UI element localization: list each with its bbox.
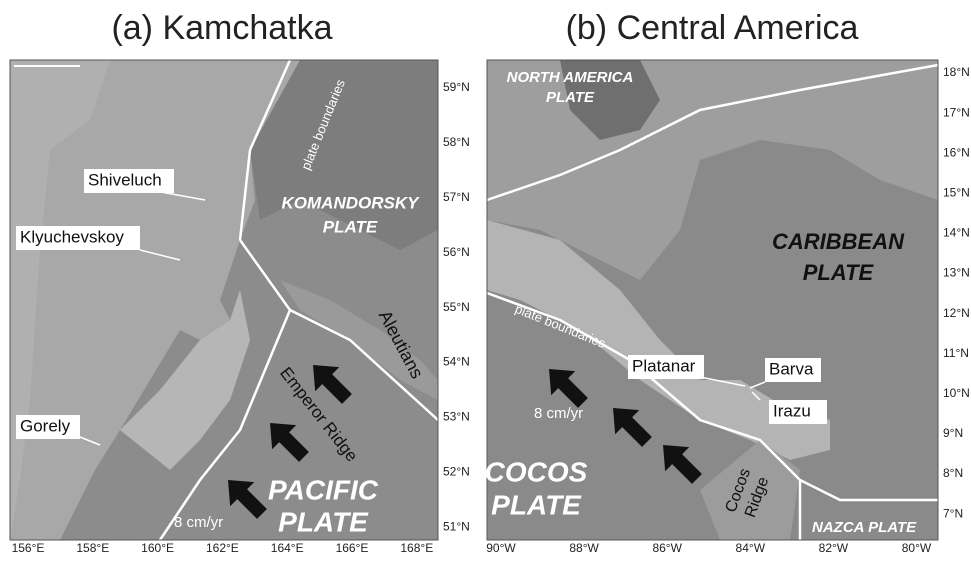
lon-label: 82°W (819, 541, 849, 555)
lat-label: 8°N (943, 466, 963, 480)
volcano-label: Klyuchevskoy (20, 227, 124, 246)
lat-label: 54°N (443, 355, 470, 369)
plate-label: PACIFIC (268, 474, 379, 505)
lat-label: 13°N (943, 266, 970, 280)
lat-label: 11°N (943, 346, 969, 360)
volcano-label: Barva (769, 359, 814, 378)
lat-label: 51°N (443, 519, 470, 533)
panel-title: (a) Kamchatka (111, 9, 332, 47)
lon-label: 158°E (76, 541, 109, 555)
lon-label: 166°E (336, 541, 369, 555)
lat-label: 16°N (943, 145, 970, 159)
map-a (10, 60, 438, 540)
lon-label: 156°E (12, 541, 45, 555)
lat-label: 56°N (443, 245, 470, 259)
lat-label: 10°N (943, 386, 970, 400)
volcano-label: Irazu (773, 401, 811, 420)
plate-label: COCOS (485, 456, 588, 487)
volcano-label: Platanar (632, 356, 696, 375)
volcano-label: Gorely (20, 416, 71, 435)
lat-label: 17°N (943, 105, 970, 119)
lon-label: 168°E (400, 541, 433, 555)
lon-label: 80°W (902, 541, 932, 555)
plate-label: CARIBBEAN (772, 229, 905, 254)
lat-label: 57°N (443, 190, 470, 204)
lon-label: 84°W (736, 541, 766, 555)
lon-label: 164°E (271, 541, 304, 555)
volcano-label: Shiveluch (88, 170, 162, 189)
lat-label: 53°N (443, 410, 470, 424)
lat-label: 14°N (943, 226, 970, 240)
lon-label: 88°W (569, 541, 599, 555)
plate-label: NORTH AMERICA (507, 69, 634, 86)
lat-label: 7°N (943, 506, 963, 520)
panel-title: (b) Central America (566, 9, 859, 47)
lat-label: 52°N (443, 464, 470, 478)
rate-label: 8 cm/yr (174, 514, 223, 531)
lat-label: 9°N (943, 426, 963, 440)
plate-label: PLATE (803, 260, 875, 285)
rate-label: 8 cm/yr (534, 405, 583, 422)
plate-label: PLATE (323, 217, 378, 236)
lon-label: 162°E (206, 541, 239, 555)
lat-label: 58°N (443, 135, 470, 149)
plate-label: KOMANDORSKY (282, 193, 421, 212)
lon-label: 90°W (486, 541, 516, 555)
figure: (a) Kamchatka (b) Central America Shivel… (0, 0, 971, 556)
lat-label: 18°N (943, 65, 970, 79)
lat-label: 12°N (943, 306, 970, 320)
plate-label: PLATE (546, 89, 595, 106)
plate-label: NAZCA PLATE (812, 519, 917, 536)
lon-label: 160°E (141, 541, 174, 555)
plate-label: PLATE (491, 489, 582, 520)
lat-label: 59°N (443, 80, 470, 94)
lat-label: 55°N (443, 300, 470, 314)
lon-label: 86°W (652, 541, 682, 555)
plate-label: PLATE (278, 506, 369, 537)
lat-label: 15°N (943, 185, 970, 199)
